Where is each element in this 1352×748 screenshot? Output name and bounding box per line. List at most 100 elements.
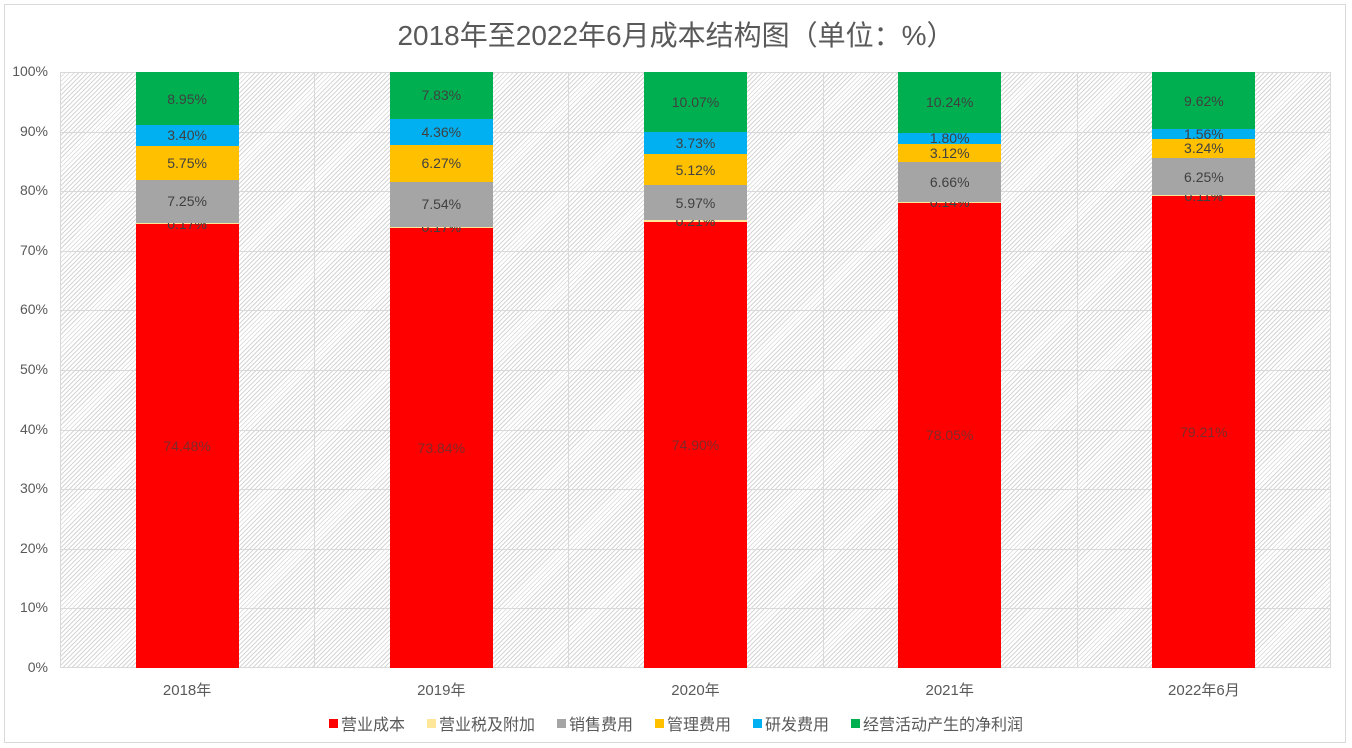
y-tick-label: 10% (19, 599, 48, 616)
data-label: 7.54% (421, 196, 462, 213)
bar-segment[interactable] (898, 132, 1002, 144)
bar-segment[interactable] (898, 162, 1002, 202)
bar-segment[interactable] (1152, 195, 1256, 668)
data-label: 3.73% (675, 135, 716, 152)
bar-stack[interactable]: 79.21% 0.11% 6.25% 3.24% 1.56% 9.62% (1152, 72, 1256, 668)
data-label: 5.12% (675, 161, 716, 178)
legend-item[interactable]: 管理费用 (655, 711, 731, 735)
x-tick-label: 2021年 (925, 682, 974, 699)
bar-segment[interactable] (135, 179, 239, 224)
x-tick-label: 2019年 (417, 682, 466, 699)
legend-swatch-icon (753, 718, 763, 728)
data-label: 8.95% (167, 90, 207, 107)
bar-segment[interactable] (1152, 195, 1256, 196)
data-label: 7.83% (421, 87, 462, 104)
category-divider (822, 73, 824, 667)
bar-segment[interactable] (644, 221, 747, 668)
legend-item[interactable]: 营业税及附加 (426, 711, 535, 735)
bar-segment[interactable] (1152, 129, 1256, 139)
data-label: 6.66% (929, 174, 970, 191)
chart-title: 2018年至2022年6月成本结构图（单位：%） (397, 20, 955, 51)
bar-segment[interactable] (1152, 158, 1256, 196)
data-label: 3.24% (1184, 140, 1224, 157)
data-label: 3.40% (167, 127, 207, 144)
bar-segment[interactable] (898, 202, 1002, 668)
data-label: 10.24% (925, 94, 974, 111)
bar-segment[interactable] (898, 143, 1002, 163)
y-tick-label: 0% (27, 659, 48, 675)
legend-item[interactable]: 销售费用 (556, 711, 633, 735)
data-label: 74.48% (163, 438, 211, 455)
legend-item[interactable]: 研发费用 (753, 711, 829, 735)
legend-item[interactable]: 营业成本 (328, 711, 405, 735)
bar-segment[interactable] (1152, 138, 1256, 158)
data-label: 5.97% (675, 194, 716, 211)
legend: 营业成本 营业税及附加 销售费用 管理费用 研发费用 经营活动产生的净利润 (0, 711, 1352, 735)
y-tick-label: 70% (19, 241, 48, 258)
legend-label: 营业税及附加 (438, 717, 535, 734)
bar-segment[interactable] (135, 223, 239, 225)
bar-segment[interactable] (389, 71, 493, 119)
data-label: 10.07% (671, 94, 720, 110)
y-tick-label: 90% (19, 122, 48, 139)
bar-stack[interactable]: 78.05% 0.14% 6.66% 3.12% 1.80% 10.24% (898, 71, 1002, 668)
y-tick-label: 30% (19, 480, 48, 497)
bar-stack[interactable]: 74.48% 0.17% 7.25% 5.75% 3.40% 8.95% (135, 72, 239, 668)
bar-segment[interactable] (644, 132, 747, 155)
y-tick-label: 100% (12, 63, 48, 79)
bar-segment[interactable] (644, 72, 747, 133)
category-divider (314, 73, 316, 667)
bar-segment[interactable] (644, 154, 747, 185)
x-tick-label: 2022年6月 (1168, 682, 1240, 699)
bar-stack[interactable]: 73.84% 0.17% 7.54% 6.27% 4.36% 7.83% (389, 71, 493, 668)
bar-segment[interactable] (389, 181, 493, 227)
legend-label: 销售费用 (568, 717, 633, 734)
x-tick-label: 2018年 (162, 682, 212, 699)
y-tick-label: 20% (19, 539, 48, 556)
legend-item[interactable]: 经营活动产生的净利润 (851, 711, 1023, 735)
data-label: 7.25% (167, 193, 207, 210)
bar-segment[interactable] (135, 72, 239, 126)
data-label: 6.25% (1184, 168, 1224, 185)
bar-segment[interactable] (1152, 72, 1256, 130)
legend-label: 营业成本 (340, 717, 405, 734)
legend-swatch-icon (655, 718, 664, 728)
bar-segment[interactable] (389, 118, 493, 145)
data-label: 3.12% (929, 144, 970, 161)
bar-segment[interactable] (135, 224, 239, 668)
bar-segment[interactable] (135, 145, 239, 180)
bar-segment[interactable] (389, 144, 493, 182)
legend-swatch-icon (851, 718, 861, 728)
bar-segment[interactable] (644, 184, 747, 221)
y-tick-label: 60% (19, 301, 48, 318)
y-tick-label: 40% (19, 420, 48, 437)
category-divider (568, 73, 570, 667)
bar-segment[interactable] (389, 227, 493, 668)
legend-swatch-icon (556, 718, 566, 728)
bar-segment[interactable] (644, 220, 747, 222)
legend-label: 经营活动产生的净利润 (863, 717, 1024, 734)
data-label: 73.84% (417, 439, 466, 456)
data-label: 5.75% (167, 154, 207, 171)
legend-swatch-icon (328, 718, 338, 728)
bar-segment[interactable] (135, 125, 239, 146)
category-divider (1076, 73, 1078, 667)
legend-swatch-icon (426, 718, 436, 728)
data-label: 79.21% (1180, 423, 1228, 440)
legend-label: 研发费用 (765, 717, 830, 734)
legend-label: 管理费用 (667, 717, 732, 734)
y-tick-label: 80% (19, 182, 48, 199)
data-label: 1.56% (1184, 126, 1224, 143)
bar-segment[interactable] (389, 226, 493, 228)
bar-segment[interactable] (898, 71, 1002, 133)
data-label: 6.27% (421, 155, 462, 172)
data-label: 78.05% (925, 427, 974, 444)
data-label: 1.80% (929, 130, 970, 147)
bar-stack[interactable]: 74.90% 0.21% 5.97% 5.12% 3.73% 10.07% (644, 72, 747, 668)
x-tick-label: 2020年 (671, 682, 720, 699)
data-label: 9.62% (1184, 92, 1224, 109)
data-label: 74.90% (671, 436, 720, 453)
y-tick-label: 50% (19, 361, 48, 377)
data-label: 4.36% (421, 123, 462, 140)
bar-segment[interactable] (898, 201, 1002, 203)
